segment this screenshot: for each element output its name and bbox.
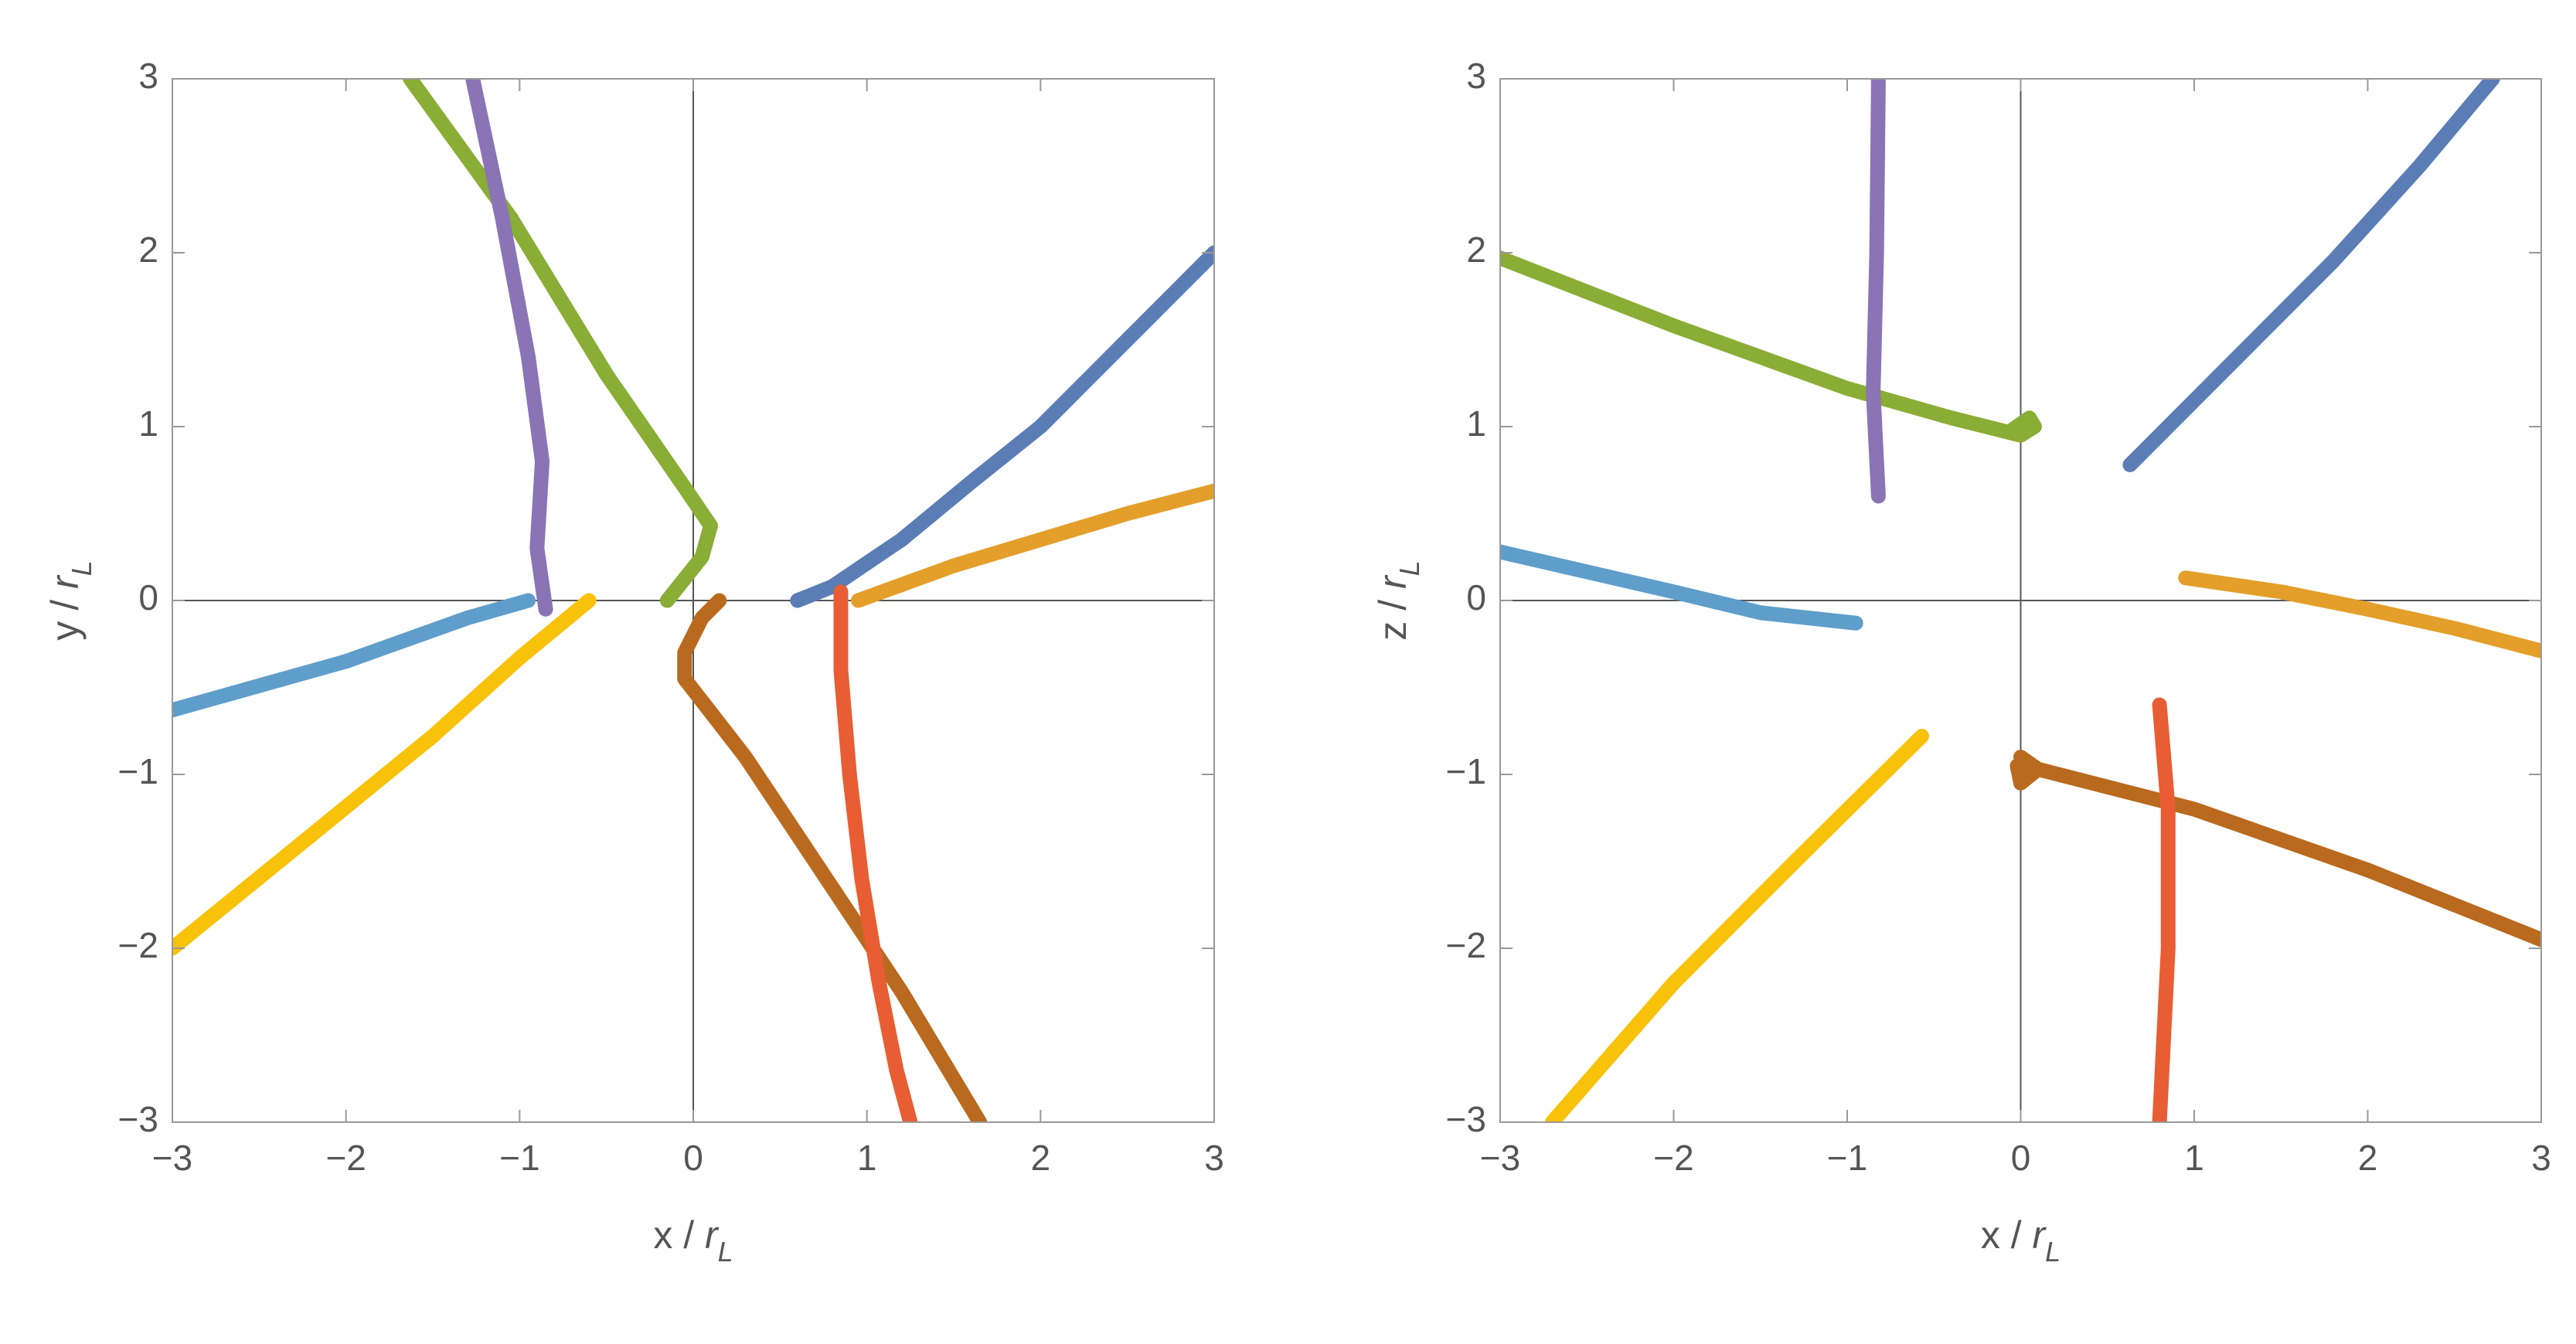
x-tick-label: −3 [152,1138,192,1178]
trajectory [2009,750,2541,948]
y-tick-label: −1 [118,751,158,791]
y-tick-label: 1 [1466,403,1486,444]
axis-label: x / rL [653,1213,733,1267]
y-tick-label: −2 [1446,925,1486,965]
trajectory [465,79,553,617]
trajectory [833,584,918,1122]
axis-label-var: r [1371,574,1414,589]
x-tick-label: 2 [1031,1138,1051,1178]
axis-label-var: r [2033,1213,2047,1257]
y-tick-label: 0 [138,577,158,618]
x-tick-label: 0 [683,1138,703,1178]
trajectory [677,593,988,1122]
trajectory [1500,544,1863,631]
axis-label: z / rL [1371,560,1425,640]
axis-label-sub: L [2045,1236,2060,1267]
axis-label: x / rL [1981,1213,2060,1267]
y-tick-label: 2 [138,230,158,270]
x-tick-label: −1 [499,1138,539,1178]
y-tick-label: 0 [1466,577,1486,618]
trajectory [1500,250,2042,443]
trajectory [1544,729,1930,1122]
y-tick-label: −3 [1446,1099,1486,1139]
trajectory [2152,697,2176,1122]
x-tick-label: 2 [2358,1138,2378,1178]
y-tick-label: −2 [118,925,158,965]
trajectory [172,593,597,956]
x-tick-label: −2 [325,1138,366,1178]
axis-label-sub: L [66,560,97,576]
trajectory [2178,570,2541,658]
y-tick-label: −3 [118,1099,158,1139]
x-tick-label: 1 [2184,1138,2204,1178]
axis-label-text: x / [653,1213,705,1257]
y-tick-label: 3 [138,56,158,96]
axis-label: y / rL [43,560,97,640]
x-tick-label: 1 [857,1138,877,1178]
trajectory [1866,79,1886,504]
trajectory [2122,79,2500,472]
axis-label-text: x / [1981,1213,2033,1257]
x-tick-label: 3 [1204,1138,1224,1178]
x-tick-label: 0 [2011,1138,2031,1178]
x-tick-label: 3 [2531,1138,2551,1178]
axis-label-sub: L [718,1236,733,1267]
y-tick-label: 2 [1466,230,1486,270]
x-tick-label: −1 [1827,1138,1867,1178]
trajectory [790,245,1214,608]
x-tick-label: −2 [1653,1138,1693,1178]
y-tick-label: −1 [1446,751,1486,791]
x-tick-label: −3 [1480,1138,1520,1178]
y-tick-label: 1 [138,403,158,444]
axis-label-var: r [43,574,87,589]
axis-label-sub: L [1393,560,1425,576]
trajectory [850,483,1214,608]
axis-label-text: y / [43,589,87,641]
trajectory [403,79,718,608]
trajectory [172,593,536,718]
y-tick-label: 3 [1466,56,1486,96]
axis-label-text: z / [1371,589,1414,641]
axis-label-var: r [705,1213,720,1257]
